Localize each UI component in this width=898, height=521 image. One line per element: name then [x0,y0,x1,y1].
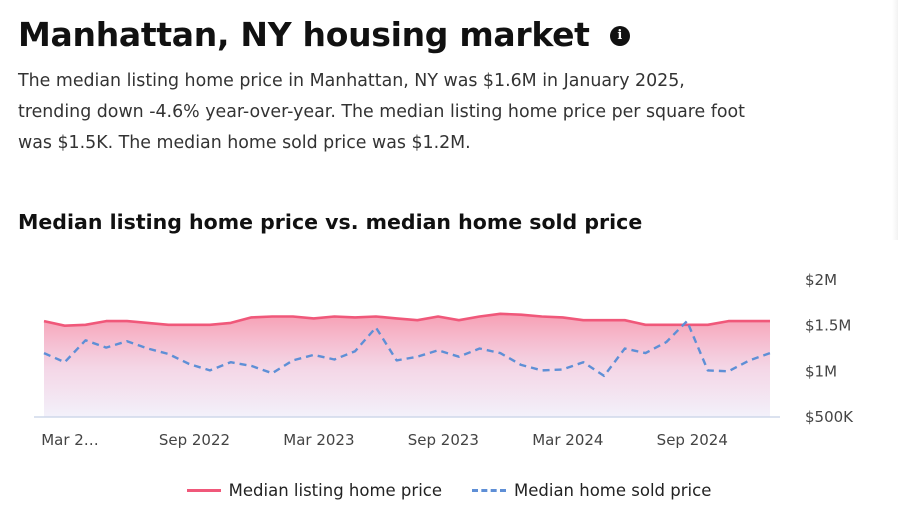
legend-label-sold: Median home sold price [514,480,712,500]
chart-title: Median listing home price vs. median hom… [18,210,643,234]
y-axis-ticks: $2M $1.5M $1M $500K [805,271,854,426]
x-tick-label: Sep 2023 [408,431,479,449]
price-chart[interactable]: $2M $1.5M $1M $500K Mar 2… Sep 2022 Mar 2023 S… [0,255,898,465]
chart-legend: Median listing home price Median home so… [0,477,898,503]
y-tick-label: $1M [805,362,837,380]
listing-price-area [44,313,770,417]
page-title-text: Manhattan, NY housing market [18,15,590,54]
summary-line-2: trending down -4.6% year-over-year. The … [18,102,745,122]
y-tick-label: $500K [805,408,854,426]
info-icon[interactable]: i [609,26,630,46]
x-tick-label: Sep 2022 [159,431,230,449]
sold-price-line[interactable] [43,319,771,378]
x-tick-label: Mar 2… [41,431,99,449]
legend-dashed-line-icon [472,488,506,492]
scrollbar-edge [892,0,898,240]
y-tick-label: $2M [805,271,837,289]
legend-label-listing: Median listing home price [228,480,442,500]
y-tick-label: $1.5M [805,317,851,335]
x-tick-label: Mar 2024 [532,431,603,449]
x-tick-label: Sep 2024 [657,431,728,449]
legend-item-sold[interactable]: Median home sold price [472,481,711,500]
market-summary: The median listing home price in Manhatt… [18,66,888,159]
listing-price-line[interactable] [43,312,770,327]
x-axis-ticks: Mar 2… Sep 2022 Mar 2023 Sep 2023 Mar 2024 Se… [41,431,728,449]
x-tick-label: Mar 2023 [283,431,354,449]
summary-line-3: was $1.5K. The median home sold price wa… [18,133,471,153]
legend-item-listing[interactable]: Median listing home price [186,480,442,500]
legend-solid-line-icon [186,488,221,492]
page-title: Manhattan, NY housing market i [18,12,630,58]
summary-line-1: The median listing home price in Manhatt… [18,71,685,91]
